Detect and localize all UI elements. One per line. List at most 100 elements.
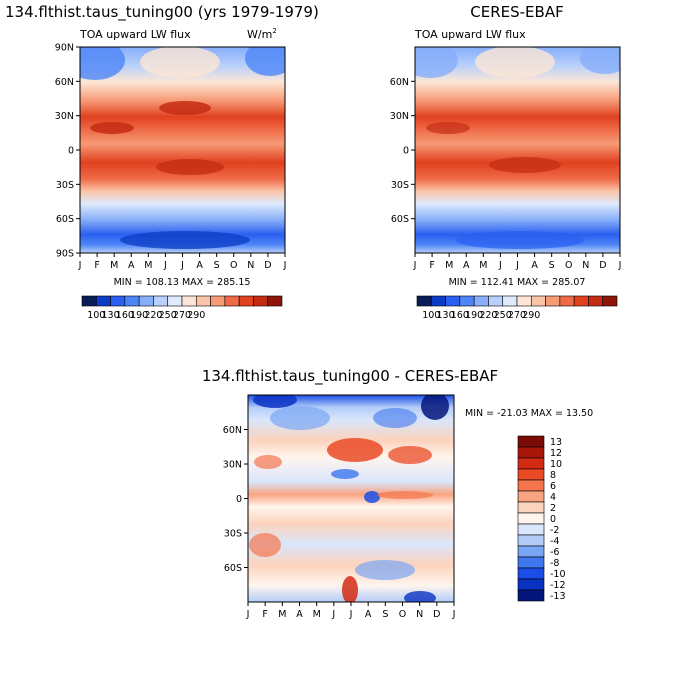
y-tick-label: 30N <box>55 111 74 122</box>
panel-ceres-yticks: 60N 30N 0 30S 60S <box>390 77 415 225</box>
colorbar-swatch <box>517 556 545 569</box>
panel-diff-yticks: 60N 30N 0 30S 60S <box>223 425 248 574</box>
colorbar-swatch <box>502 295 518 307</box>
colorbar-label: 0 <box>550 514 556 525</box>
x-tick-label: N <box>582 260 589 271</box>
colorbar-swatch <box>516 295 532 307</box>
colorbar-swatch <box>167 295 183 307</box>
x-tick-label: A <box>296 609 303 620</box>
y-tick-label: 30N <box>223 460 242 471</box>
x-tick-label: M <box>445 260 453 271</box>
x-tick-label: J <box>618 260 622 271</box>
colorbar-label: 100 <box>422 310 440 321</box>
x-tick-label: F <box>262 609 267 620</box>
colorbar-swatch <box>517 567 545 580</box>
colorbar-swatch <box>602 295 618 307</box>
colorbar-swatch <box>517 578 545 591</box>
units-text: W/m <box>247 28 272 41</box>
colorbar-label: 8 <box>550 470 556 481</box>
x-tick-label: N <box>247 260 254 271</box>
x-tick-label: J <box>498 260 502 271</box>
colorbar-label: -2 <box>550 525 559 536</box>
units-superscript: 2 <box>272 27 276 35</box>
colorbar-swatch <box>559 295 575 307</box>
y-tick-label: 60S <box>224 563 242 574</box>
x-tick-label: J <box>246 609 250 620</box>
colorbar-swatch <box>267 295 283 307</box>
colorbar-swatch <box>530 295 546 307</box>
colorbar-swatch <box>473 295 489 307</box>
colorbar-swatch <box>430 295 446 307</box>
colorbar-label: 130 <box>102 310 120 321</box>
x-tick-label: N <box>416 609 423 620</box>
x-tick-label: S <box>549 260 555 271</box>
x-tick-label: A <box>196 260 203 271</box>
colorbar-swatch <box>195 295 211 307</box>
x-tick-label: J <box>283 260 287 271</box>
x-tick-label: M <box>479 260 487 271</box>
panel-ceres-variable: TOA upward LW flux <box>414 28 526 41</box>
x-tick-label: M <box>313 609 321 620</box>
y-tick-label: 60N <box>55 77 74 88</box>
y-tick-label: 90S <box>56 249 74 260</box>
x-tick-label: J <box>515 260 519 271</box>
colorbar-label: -8 <box>550 558 559 569</box>
y-tick-label: 30S <box>56 180 74 191</box>
heatmap-diff <box>248 395 454 602</box>
colorbar-label: -10 <box>550 569 566 580</box>
panel-model-variable: TOA upward LW flux <box>79 28 191 41</box>
x-tick-label: M <box>144 260 152 271</box>
y-tick-label: 0 <box>403 146 409 157</box>
x-tick-label: D <box>599 260 606 271</box>
colorbar-swatch <box>153 295 169 307</box>
colorbar-swatch <box>517 534 545 547</box>
colorbar-label: -12 <box>550 580 566 591</box>
x-tick-label: F <box>94 260 99 271</box>
colorbar-label: -13 <box>550 591 566 602</box>
colorbar-swatch <box>253 295 269 307</box>
x-tick-label: O <box>565 260 572 271</box>
colorbar-swatch <box>517 545 545 558</box>
panel-model-units: W/m2 <box>247 27 277 41</box>
x-tick-label: J <box>452 609 456 620</box>
colorbar-label: 250 <box>159 310 177 321</box>
colorbar-swatch <box>416 295 432 307</box>
colorbar-swatch <box>517 446 545 459</box>
y-tick-label: 30N <box>390 111 409 122</box>
colorbar-swatch <box>238 295 254 307</box>
colorbar-swatch <box>517 435 545 448</box>
colorbar-label: 160 <box>451 310 469 321</box>
x-tick-label: D <box>433 609 440 620</box>
y-tick-label: 60N <box>223 425 242 436</box>
colorbar-swatch <box>517 468 545 481</box>
x-tick-label: S <box>214 260 220 271</box>
colorbar-label: 4 <box>550 492 556 503</box>
x-tick-label: S <box>382 609 388 620</box>
y-tick-label: 60S <box>56 214 74 225</box>
colorbar-swatch <box>110 295 126 307</box>
panel-ceres: CERES-EBAF TOA upward LW flux 60N 30N 0 30S… <box>390 3 622 321</box>
colorbar-swatch <box>210 295 226 307</box>
y-tick-label: 30S <box>224 529 242 540</box>
y-tick-label: 30S <box>391 180 409 191</box>
x-tick-label: F <box>429 260 434 271</box>
colorbar-swatch <box>517 457 545 470</box>
x-tick-label: J <box>163 260 167 271</box>
x-tick-label: M <box>110 260 118 271</box>
colorbar-swatch <box>181 295 197 307</box>
x-tick-label: J <box>349 609 353 620</box>
y-tick-label: 60S <box>391 214 409 225</box>
colorbar-swatch <box>517 501 545 514</box>
colorbar-swatch <box>517 479 545 492</box>
heatmap-ceres <box>415 47 620 253</box>
colorbar-label: 13 <box>550 437 562 448</box>
colorbar-label: 130 <box>437 310 455 321</box>
colorbar-label: 160 <box>116 310 134 321</box>
colorbar-swatch <box>488 295 504 307</box>
colorbar-swatch <box>81 295 97 307</box>
y-tick-label: 90N <box>55 43 74 54</box>
x-tick-label: O <box>399 609 406 620</box>
